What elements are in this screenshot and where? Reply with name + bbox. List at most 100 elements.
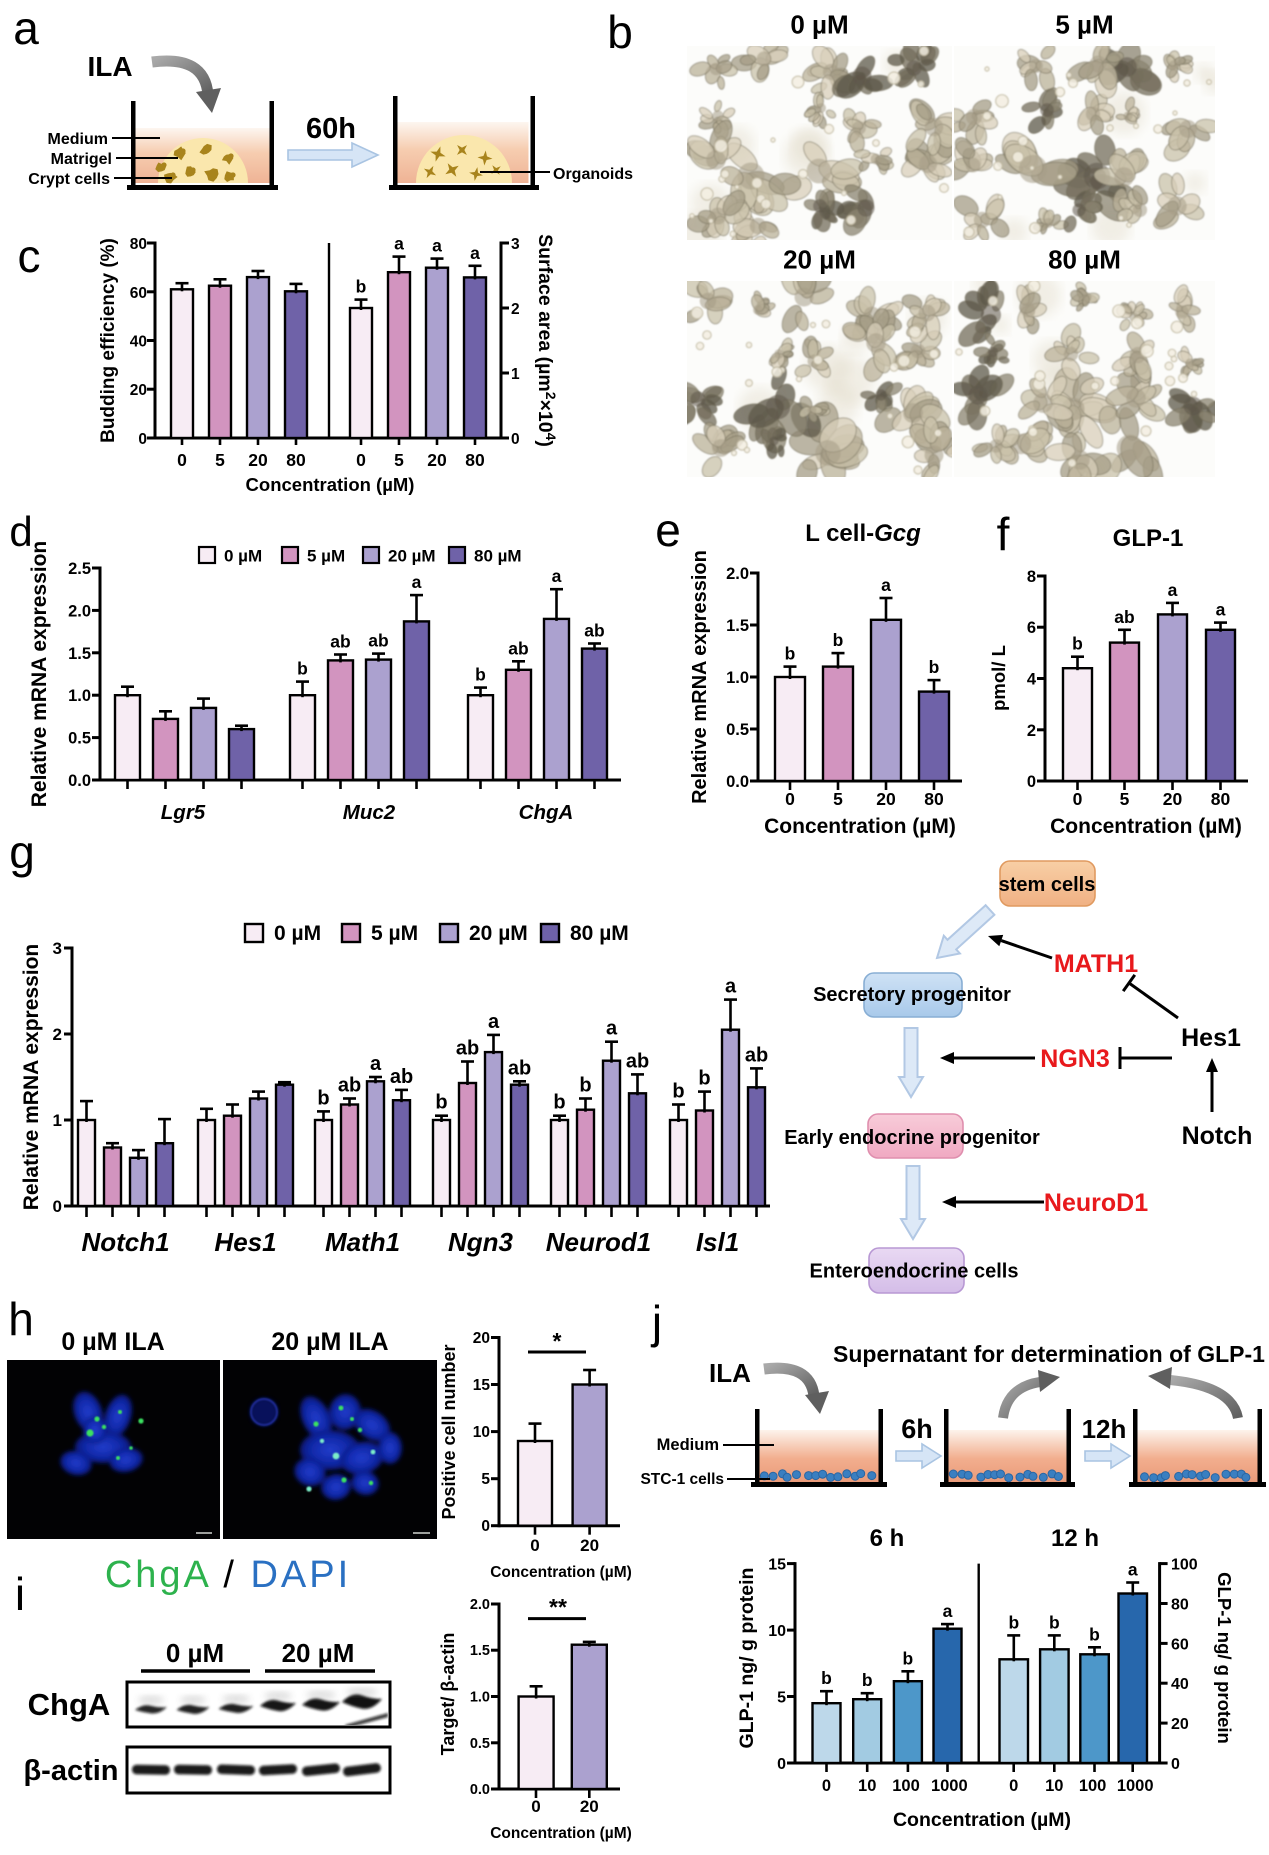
svg-text:a: a: [725, 976, 737, 998]
svg-text:stem cells: stem cells: [999, 874, 1096, 896]
svg-text:0 µM: 0 µM: [274, 922, 321, 945]
svg-text:1: 1: [511, 366, 520, 383]
svg-text:100: 100: [1079, 1777, 1107, 1795]
svg-text:0: 0: [1009, 1777, 1018, 1795]
svg-text:5 µM: 5 µM: [371, 922, 418, 945]
svg-text:ab: ab: [508, 638, 528, 658]
svg-text:b: b: [297, 659, 308, 679]
svg-text:5 µM: 5 µM: [307, 547, 345, 566]
svg-text:Hes1: Hes1: [214, 1227, 276, 1257]
svg-text:b: b: [1049, 1612, 1060, 1632]
svg-text:0: 0: [53, 1197, 62, 1216]
svg-text:0: 0: [1171, 1756, 1180, 1773]
svg-text:10: 10: [768, 1623, 786, 1640]
svg-text:0: 0: [511, 431, 520, 448]
svg-text:20 µM: 20 µM: [783, 245, 856, 275]
svg-text:b: b: [785, 644, 796, 664]
svg-text:a: a: [432, 236, 442, 256]
svg-text:d: d: [9, 508, 32, 555]
svg-text:a: a: [1168, 580, 1178, 600]
svg-text:b: b: [672, 1081, 684, 1103]
svg-text:0: 0: [481, 1518, 490, 1535]
svg-text:0: 0: [785, 789, 795, 809]
svg-text:20: 20: [580, 1797, 599, 1816]
svg-text:80 µM: 80 µM: [474, 547, 522, 566]
svg-text:Relative mRNA expression: Relative mRNA expression: [20, 944, 43, 1211]
svg-text:b: b: [1072, 634, 1083, 654]
svg-text:b: b: [698, 1068, 710, 1090]
svg-text:ab: ab: [368, 631, 388, 651]
svg-text:20: 20: [580, 1536, 599, 1555]
svg-text:10: 10: [1045, 1777, 1063, 1795]
svg-text:5: 5: [1120, 789, 1130, 809]
svg-text:a: a: [370, 1053, 382, 1075]
svg-text:80: 80: [1171, 1597, 1189, 1614]
svg-text:0: 0: [177, 450, 187, 470]
svg-text:0: 0: [822, 1777, 831, 1795]
svg-text:L cell-Gcg: L cell-Gcg: [805, 520, 921, 547]
svg-text:100: 100: [892, 1777, 920, 1795]
svg-text:20 µM: 20 µM: [469, 922, 528, 945]
svg-text:b: b: [1089, 1624, 1100, 1644]
svg-text:Concentration (µM): Concentration (µM): [490, 1825, 632, 1842]
svg-text:2.0: 2.0: [68, 602, 91, 620]
svg-text:b: b: [475, 665, 486, 685]
svg-text:Budding efficiency (%): Budding efficiency (%): [98, 238, 119, 443]
svg-text:5: 5: [481, 1471, 490, 1488]
svg-text:b: b: [1008, 1612, 1019, 1632]
svg-text:a: a: [943, 1601, 953, 1621]
svg-text:i: i: [15, 1568, 25, 1620]
svg-text:Concentration (µM): Concentration (µM): [490, 1564, 632, 1581]
svg-text:Concentration (µM): Concentration (µM): [764, 815, 956, 838]
svg-text:a: a: [470, 243, 480, 263]
svg-text:a: a: [606, 1018, 618, 1040]
svg-text:0.5: 0.5: [68, 730, 91, 748]
svg-text:0: 0: [138, 431, 147, 448]
svg-text:20: 20: [1163, 789, 1183, 809]
svg-text:β-actin: β-actin: [23, 1755, 118, 1787]
svg-text:ILA: ILA: [87, 51, 132, 82]
svg-text:Muc2: Muc2: [343, 801, 396, 824]
svg-text:0: 0: [530, 1536, 539, 1555]
svg-text:2.0: 2.0: [726, 565, 749, 583]
svg-text:60h: 60h: [306, 113, 356, 145]
svg-text:b: b: [833, 630, 844, 650]
svg-text:a: a: [1216, 600, 1226, 620]
svg-text:ab: ab: [456, 1038, 479, 1060]
svg-text:12h: 12h: [1082, 1414, 1127, 1444]
svg-text:Math1: Math1: [325, 1227, 400, 1257]
svg-text:5: 5: [833, 789, 843, 809]
svg-text:Organoids: Organoids: [553, 166, 633, 183]
svg-text:Isl1: Isl1: [696, 1227, 739, 1257]
svg-text:Ngn3: Ngn3: [448, 1227, 514, 1257]
svg-text:6 h: 6 h: [870, 1525, 905, 1552]
svg-text:0.5: 0.5: [470, 1736, 490, 1752]
svg-text:8: 8: [1027, 568, 1036, 586]
svg-text:0: 0: [1027, 773, 1036, 791]
svg-text:80 µM: 80 µM: [570, 922, 629, 945]
svg-text:b: b: [862, 1670, 873, 1690]
svg-text:4: 4: [1027, 671, 1037, 689]
svg-text:2: 2: [511, 301, 520, 318]
svg-text:Notch: Notch: [1182, 1122, 1253, 1150]
svg-text:h: h: [8, 1293, 34, 1345]
svg-text:Crypt cells: Crypt cells: [28, 171, 110, 188]
svg-text:ab: ab: [338, 1075, 361, 1097]
svg-text:f: f: [997, 508, 1010, 560]
svg-text:5: 5: [394, 450, 404, 470]
svg-text:1.0: 1.0: [726, 669, 749, 687]
svg-text:b: b: [821, 1668, 832, 1688]
svg-text:0 µM: 0 µM: [224, 547, 262, 566]
svg-text:3: 3: [511, 236, 520, 253]
svg-text:pmol/ L: pmol/ L: [988, 645, 1009, 711]
svg-text:Medium: Medium: [657, 1436, 719, 1454]
svg-text:Supernatant for determination: Supernatant for determination of GLP-1: [833, 1341, 1265, 1367]
svg-text:Surface area (µm2×104): Surface area (µm2×104): [534, 234, 559, 447]
svg-text:ILA: ILA: [709, 1358, 751, 1388]
svg-text:Early endocrine progenitor: Early endocrine progenitor: [784, 1127, 1040, 1149]
svg-text:Medium: Medium: [48, 131, 108, 148]
svg-text:ab: ab: [584, 621, 604, 641]
svg-text:0 µM: 0 µM: [790, 10, 848, 40]
svg-text:Matrigel: Matrigel: [51, 151, 112, 168]
svg-text:80 µM: 80 µM: [1048, 245, 1121, 275]
